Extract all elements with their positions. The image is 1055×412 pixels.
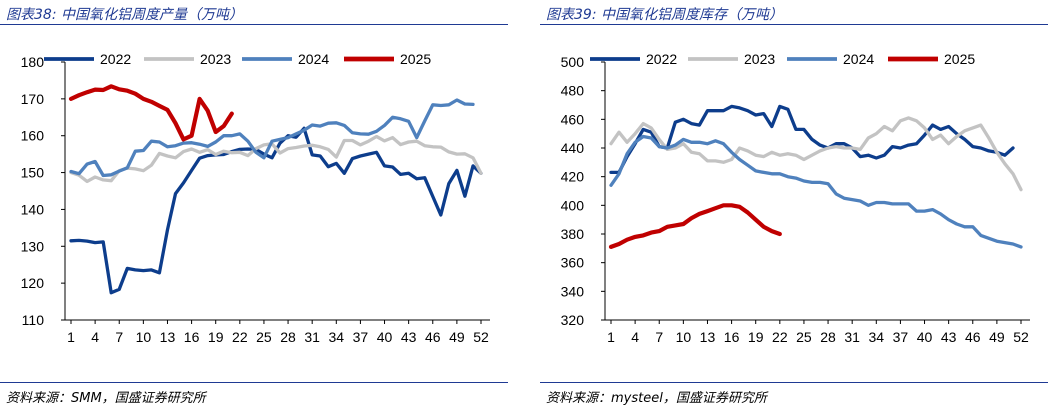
left-source-note: 资料来源：SMM，国盛证券研究所 — [6, 391, 206, 406]
right-chart-panel: 图表39: 中国氧化铝周度库存（万吨） 320 340 360 380 400 420 44… — [540, 0, 1055, 412]
x-tick-label: 37 — [893, 329, 909, 345]
series-line-2022 — [609, 104, 1015, 175]
series-line-2023 — [69, 134, 483, 184]
series-line-2025 — [68, 84, 234, 142]
x-tick-label: 10 — [676, 329, 692, 345]
x-tick-label: 46 — [965, 329, 981, 345]
series-line-2024 — [609, 134, 1023, 249]
legend-label-2024: 2024 — [298, 51, 329, 67]
y-tick-label: 130 — [21, 238, 45, 254]
x-tick-label: 13 — [160, 329, 176, 345]
y-tick-label: 160 — [21, 128, 45, 144]
x-tick-label: 10 — [136, 329, 152, 345]
y-tick-label: 400 — [561, 197, 585, 213]
legend-label-2022: 2022 — [646, 51, 677, 67]
y-tick-label: 460 — [561, 111, 585, 127]
x-tick-label: 16 — [724, 329, 740, 345]
legend-label-2025: 2025 — [400, 51, 431, 67]
x-tick-label: 28 — [280, 329, 296, 345]
legend-label-2022: 2022 — [100, 51, 131, 67]
left-chart: 110 120 130 140 150 160 170 180 1 4 7 10 13 16 19 22 25 2… — [21, 51, 490, 345]
left-bottom-rule — [0, 382, 508, 383]
x-tick-label: 46 — [425, 329, 441, 345]
right-top-rule — [540, 24, 1048, 25]
legend-label-2024: 2024 — [843, 51, 874, 67]
x-tick-label: 22 — [772, 329, 788, 345]
left-chart-panel: 图表38: 中国氧化铝周度产量（万吨） 110 120 130 140 150 160 17… — [0, 0, 515, 412]
left-top-rule — [0, 24, 508, 25]
y-tick-label: 180 — [21, 54, 45, 70]
y-tick-label: 170 — [21, 91, 45, 107]
y-tick-label: 120 — [21, 275, 45, 291]
x-tick-label: 7 — [115, 329, 123, 345]
x-tick-label: 19 — [748, 329, 764, 345]
x-tick-label: 4 — [91, 329, 99, 345]
x-tick-label: 49 — [449, 329, 465, 345]
x-tick-label: 1 — [67, 329, 75, 345]
legend-label-2023: 2023 — [200, 51, 231, 67]
x-tick-label: 4 — [631, 329, 639, 345]
y-tick-label: 420 — [561, 169, 585, 185]
x-tick-label: 28 — [820, 329, 836, 345]
x-tick-label: 40 — [377, 329, 393, 345]
y-tick-label: 480 — [561, 83, 585, 99]
legend-label-2025: 2025 — [944, 51, 975, 67]
y-tick-label: 140 — [21, 201, 45, 217]
series-line-2022 — [69, 126, 483, 295]
y-tick-label: 380 — [561, 226, 585, 242]
x-tick-label: 1 — [607, 329, 615, 345]
series-line-2025 — [608, 203, 782, 249]
x-tick-label: 49 — [989, 329, 1005, 345]
series-line-2024 — [69, 98, 475, 178]
x-tick-label: 22 — [232, 329, 248, 345]
x-tick-label: 31 — [304, 329, 320, 345]
x-tick-label: 34 — [329, 329, 345, 345]
right-bottom-rule — [540, 382, 1048, 383]
x-tick-label: 25 — [256, 329, 272, 345]
x-tick-label: 19 — [208, 329, 224, 345]
x-tick-label: 52 — [473, 329, 489, 345]
left-chart-title: 图表38: 中国氧化铝周度产量（万吨） — [6, 7, 243, 23]
y-tick-label: 110 — [22, 312, 45, 328]
x-tick-label: 13 — [700, 329, 716, 345]
x-tick-label: 7 — [655, 329, 663, 345]
right-chart-title: 图表39: 中国氧化铝周度库存（万吨） — [546, 7, 783, 23]
x-tick-label: 37 — [353, 329, 369, 345]
right-chart: 320 340 360 380 400 420 440 460 480 500 1 4 7 10 13 16 1… — [561, 51, 1030, 345]
x-tick-label: 40 — [917, 329, 933, 345]
x-tick-label: 52 — [1013, 329, 1029, 345]
y-tick-label: 440 — [561, 140, 585, 156]
x-tick-label: 34 — [869, 329, 885, 345]
y-tick-label: 340 — [561, 283, 585, 299]
right-source-note: 资料来源：mysteel，国盛证券研究所 — [546, 391, 767, 406]
legend-label-2023: 2023 — [744, 51, 775, 67]
x-tick-label: 43 — [941, 329, 957, 345]
x-tick-label: 43 — [401, 329, 417, 345]
y-tick-label: 320 — [561, 312, 585, 328]
y-tick-label: 150 — [21, 165, 45, 181]
x-tick-label: 25 — [796, 329, 812, 345]
x-tick-label: 16 — [184, 329, 200, 345]
y-tick-label: 500 — [561, 54, 585, 70]
series-line-2023 — [609, 116, 1023, 192]
x-tick-label: 31 — [844, 329, 860, 345]
y-tick-label: 360 — [561, 255, 585, 271]
